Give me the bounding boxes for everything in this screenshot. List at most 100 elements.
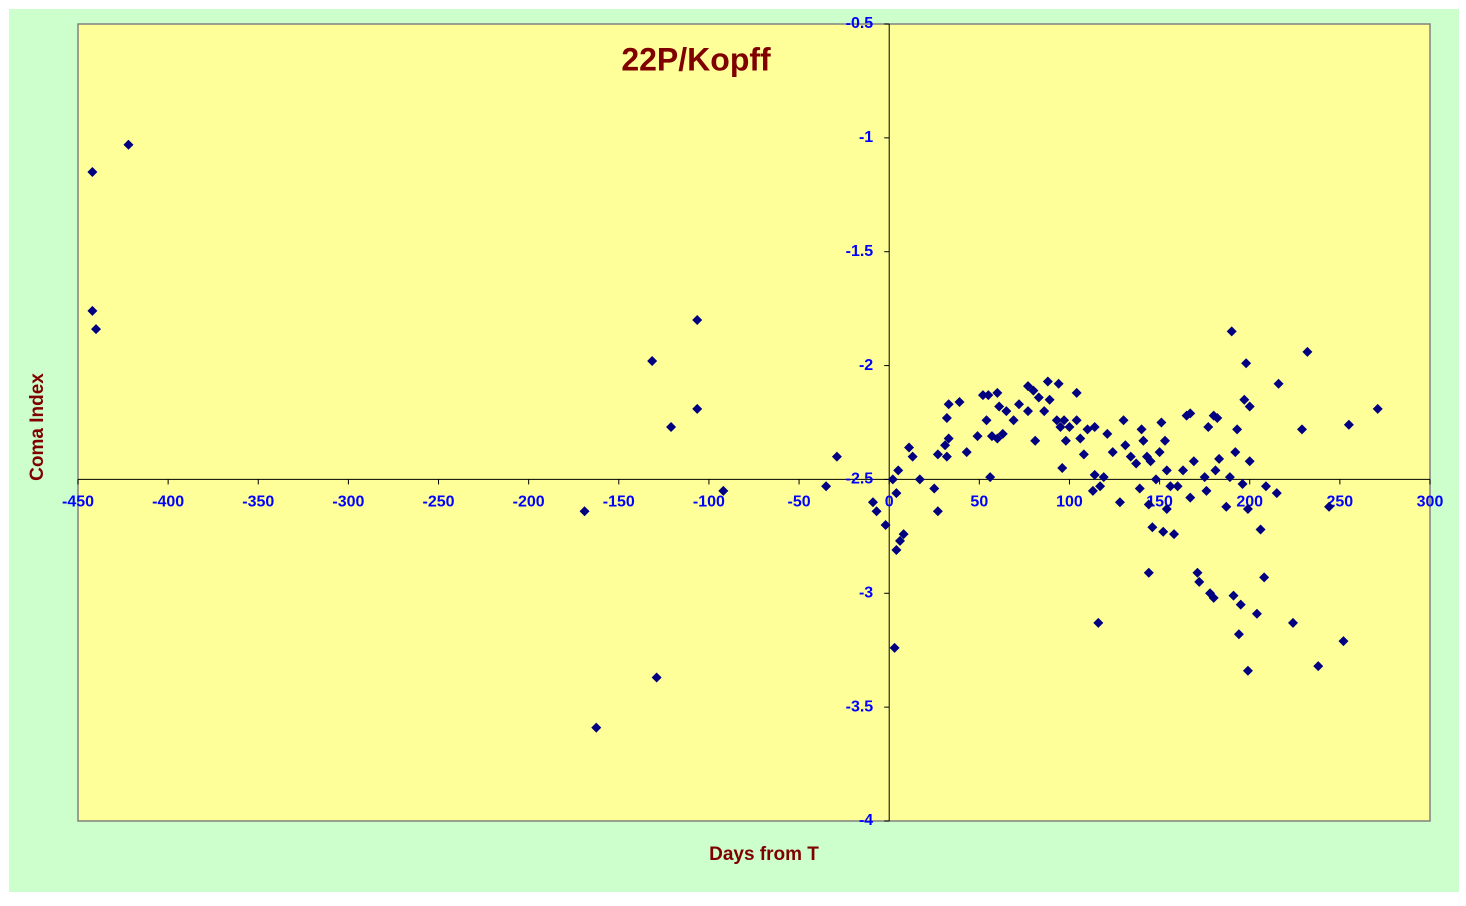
point [1064,422,1075,433]
point [1199,472,1210,483]
point [1214,453,1225,464]
point [1228,590,1239,601]
point [994,401,1005,412]
point [1013,399,1024,410]
point [887,474,898,485]
point [1134,483,1145,494]
point [891,488,902,499]
x-tick-label: 300 [1417,494,1444,511]
point [904,442,915,453]
x-tick-label: -300 [332,494,364,511]
point [880,519,891,530]
point [1242,504,1253,515]
point [1233,629,1244,640]
point [1208,592,1219,603]
point [1114,497,1125,508]
point [1102,428,1113,439]
x-tick-label: 50 [970,494,988,511]
point [992,387,1003,398]
point [1161,465,1172,476]
point [1143,567,1154,578]
point [692,403,703,414]
point [983,390,994,401]
point [1188,456,1199,467]
point [1138,435,1149,446]
point [1098,472,1109,483]
point [666,422,677,433]
y-tick-label: -2.5 [846,471,874,488]
point [1008,415,1019,426]
x-tick-label: -50 [788,494,811,511]
point [977,390,988,401]
point [1147,522,1158,533]
point [1260,481,1271,492]
point [1059,415,1070,426]
point [961,447,972,458]
y-tick-label: -0.5 [846,15,874,32]
point [1042,376,1053,387]
point [985,472,996,483]
point [647,356,658,367]
point [1136,424,1147,435]
point [1273,378,1284,389]
point [1297,424,1308,435]
point [1131,458,1142,469]
point [1185,492,1196,503]
point [831,451,842,462]
point [1057,463,1068,474]
point [1372,403,1383,414]
point [981,415,992,426]
point [1178,465,1189,476]
point [1259,572,1270,583]
y-axis-title: Coma Index [27,373,48,481]
point [1242,665,1253,676]
y-tick-label: -4 [859,812,873,829]
point [1226,326,1237,337]
point [898,529,909,540]
point [1172,481,1183,492]
point [932,506,943,517]
x-axis-title: Days from T [709,844,819,865]
point [972,431,983,442]
point [871,506,882,517]
point [1210,465,1221,476]
y-tick-label: -2 [859,357,873,374]
point [867,497,878,508]
point [1150,474,1161,485]
point [1160,435,1171,446]
point [907,451,918,462]
point [1244,456,1255,467]
point [1030,435,1041,446]
point [1093,617,1104,628]
point [1125,451,1136,462]
point [1120,440,1131,451]
point [1158,526,1169,537]
point [1169,529,1180,540]
point [1033,392,1044,403]
point [1239,394,1250,405]
point [1145,456,1156,467]
point [941,412,952,423]
point [1154,447,1165,458]
point [1192,567,1203,578]
point [1235,599,1246,610]
point [997,428,1008,439]
point [718,485,729,496]
x-tick-label: -400 [152,494,184,511]
point [651,672,662,683]
x-tick-label: -350 [242,494,274,511]
point [1251,608,1262,619]
point [1044,394,1055,405]
x-tick-label: -450 [62,494,94,511]
y-tick-label: -1.5 [846,243,874,260]
point [1313,661,1324,672]
point [1039,406,1050,417]
point [1053,378,1064,389]
point [932,449,943,460]
point [914,474,925,485]
point [1051,415,1062,426]
point [1203,422,1214,433]
point [1194,576,1205,587]
point [889,642,900,653]
plot-area [77,23,1431,822]
